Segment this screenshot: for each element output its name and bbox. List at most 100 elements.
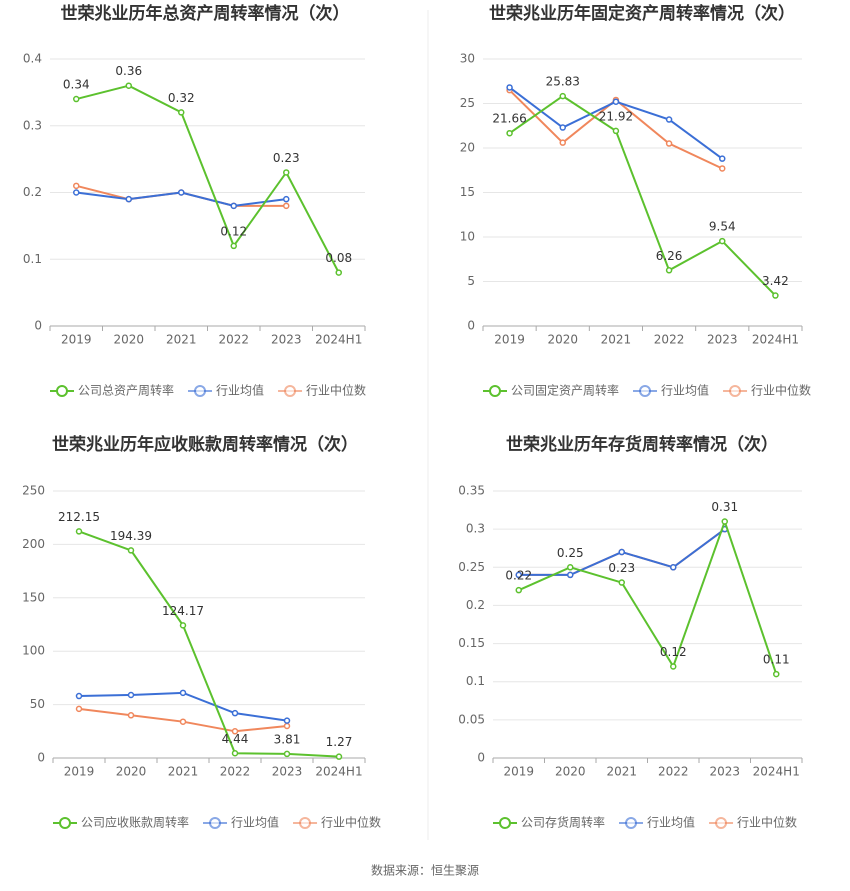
data-point [612, 127, 620, 135]
data-label: 0.23 [273, 151, 300, 165]
legend-marker [625, 817, 638, 829]
data-point [559, 139, 566, 146]
y-tick-label: 10 [460, 230, 475, 244]
x-tick-label: 2021 [601, 333, 632, 347]
data-label: 0.12 [660, 645, 687, 659]
y-tick-label: 0.4 [23, 52, 42, 66]
data-label: 21.92 [599, 109, 633, 123]
data-label: 0.08 [325, 251, 352, 265]
data-point [231, 728, 239, 735]
x-tick-label: 2021 [166, 333, 197, 347]
data-label: 0.23 [608, 561, 635, 575]
data-point [618, 579, 625, 586]
data-point [230, 202, 237, 210]
data-point [230, 242, 237, 250]
data-point [75, 528, 83, 535]
data-label: 0.36 [115, 64, 142, 78]
data-label: 194.39 [110, 529, 152, 543]
data-point [179, 718, 187, 725]
data-label: 3.81 [274, 732, 301, 746]
x-tick-label: 2020 [547, 333, 578, 347]
legend-label: 行业均值 [216, 383, 264, 398]
data-point [670, 564, 677, 571]
data-point [283, 722, 291, 730]
x-tick-label: 2023 [271, 333, 302, 347]
y-tick-label: 5 [467, 274, 475, 288]
x-tick-label: 2019 [64, 765, 95, 779]
data-label: 6.26 [656, 249, 683, 263]
legend-marker [59, 817, 71, 829]
legend-marker [499, 817, 511, 829]
y-tick-label: 0.1 [466, 674, 485, 688]
legend-marker [194, 385, 207, 397]
data-point [506, 129, 513, 137]
data-point [515, 571, 522, 579]
y-tick-label: 0.2 [466, 598, 485, 612]
legend-marker [639, 385, 652, 397]
data-point [772, 292, 779, 299]
data-point [559, 92, 566, 100]
data-point [506, 84, 513, 91]
data-point [73, 95, 80, 103]
y-tick-label: 100 [22, 644, 45, 658]
data-point [75, 692, 83, 700]
y-tick-label: 25 [460, 96, 475, 110]
data-label: 25.83 [546, 75, 580, 89]
legend-label: 公司固定资产周转率 [511, 383, 619, 398]
chart-title: 世荣兆业历年固定资产周转率情况（次） [489, 3, 795, 24]
y-tick-label: 0.05 [458, 712, 485, 726]
data-point [559, 124, 566, 131]
y-tick-label: 200 [22, 537, 45, 551]
y-tick-label: 0.3 [466, 522, 485, 536]
y-tick-label: 0 [477, 751, 485, 765]
data-label: 9.54 [709, 220, 736, 234]
y-tick-label: 0.25 [458, 560, 485, 574]
data-point [127, 691, 135, 699]
y-tick-label: 0 [37, 751, 45, 765]
x-tick-label: 2022 [654, 333, 685, 347]
data-point [73, 189, 80, 196]
x-tick-label: 2024H1 [315, 333, 362, 347]
y-tick-label: 0.2 [23, 185, 42, 199]
data-point [335, 269, 342, 276]
y-tick-label: 0 [467, 319, 475, 333]
data-label: 0.11 [763, 653, 790, 667]
x-tick-label: 2024H1 [752, 333, 799, 347]
legend-marker [209, 817, 222, 829]
legend-label: 行业均值 [231, 815, 279, 830]
legend-label: 公司总资产周转率 [78, 383, 174, 398]
data-point [73, 182, 80, 190]
legend-label: 行业中位数 [321, 815, 381, 830]
data-point [127, 547, 135, 554]
y-tick-label: 250 [22, 484, 45, 498]
legend-marker [489, 385, 501, 397]
data-point [719, 165, 726, 172]
series-line [78, 691, 288, 722]
y-tick-label: 0.1 [23, 252, 42, 266]
x-tick-label: 2024H1 [753, 765, 800, 779]
data-label: 0.34 [63, 78, 90, 92]
legend-label: 行业中位数 [306, 383, 366, 398]
data-point [719, 237, 726, 245]
data-point [179, 622, 187, 629]
x-tick-label: 2020 [113, 333, 144, 347]
data-label: 3.42 [762, 274, 789, 288]
legend-marker [299, 817, 312, 829]
legend-marker [284, 385, 297, 397]
legend-label: 行业均值 [661, 383, 709, 398]
y-tick-label: 0.15 [458, 636, 485, 650]
data-point [231, 709, 239, 717]
data-point [283, 202, 290, 210]
data-point [75, 705, 83, 713]
x-tick-label: 2020 [116, 765, 147, 779]
data-point [567, 564, 574, 571]
data-label: 124.17 [162, 604, 204, 618]
y-tick-label: 50 [30, 697, 45, 711]
x-tick-label: 2021 [168, 765, 199, 779]
data-label: 0.25 [557, 546, 584, 560]
x-tick-label: 2023 [709, 765, 740, 779]
data-point [567, 571, 574, 579]
data-label: 0.31 [711, 500, 738, 514]
y-tick-label: 30 [460, 52, 475, 66]
y-tick-label: 0.35 [458, 484, 485, 498]
